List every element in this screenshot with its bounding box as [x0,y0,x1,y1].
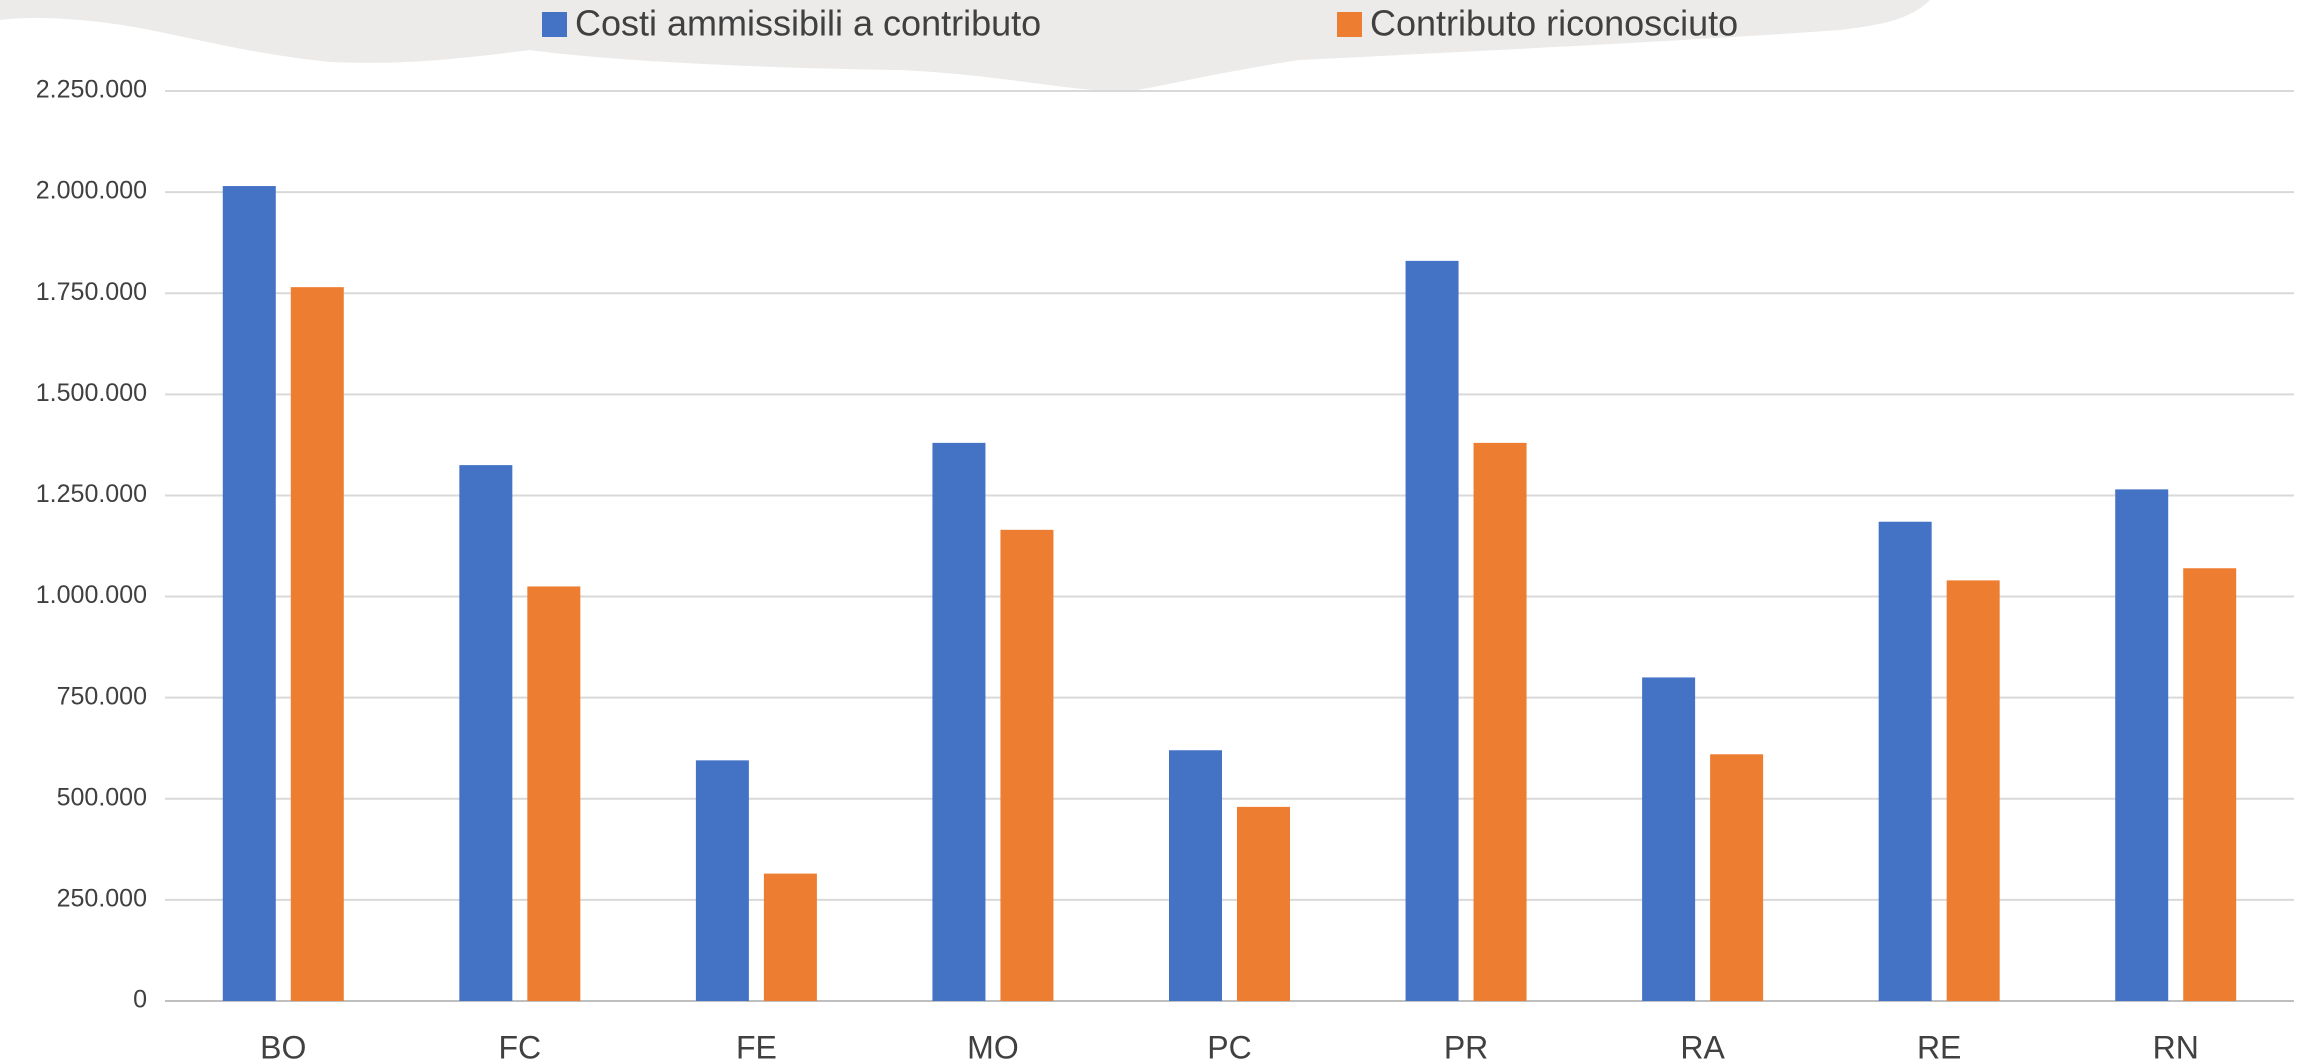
x-tick-label: FC [499,1029,542,1064]
torn-paper-background [0,0,1930,92]
y-tick-label: 2.250.000 [36,76,147,104]
x-tick-label: PC [1207,1029,1251,1064]
bar [1000,529,1054,1001]
y-tick-label: 750.000 [57,682,147,710]
bar [1169,750,1222,1001]
y-tick-label: 1.250.000 [36,480,147,508]
bar [763,873,817,1001]
bar [1237,806,1290,1001]
bar [1946,580,2000,1001]
x-tick-label: BO [260,1029,306,1064]
bar [1473,442,1527,1001]
y-tick-label: 2.000.000 [36,177,147,205]
x-tick-label: RA [1680,1029,1725,1064]
legend-swatch [1337,12,1362,37]
bar [1878,521,1932,1001]
bar [1642,677,1696,1001]
bar [932,442,986,1001]
x-tick-label: PR [1444,1029,1488,1064]
legend-swatch [542,12,567,37]
x-tick-label: RN [2153,1029,2199,1064]
y-tick-label: 500.000 [57,783,147,811]
bar [1405,260,1459,1001]
y-tick-label: 250.000 [57,884,147,912]
bar [527,586,581,1001]
y-tick-label: 1.500.000 [36,379,147,407]
bar [695,760,749,1001]
legend-label: Contributo riconosciuto [1370,3,1738,44]
bar [222,186,276,1002]
bar [2183,568,2237,1001]
bar [1710,754,1764,1001]
y-tick-label: 1.000.000 [36,581,147,609]
bar [459,465,513,1002]
bar [290,287,344,1002]
y-tick-label: 0 [133,986,147,1014]
x-tick-label: MO [967,1029,1019,1064]
x-tick-label: FE [736,1029,777,1064]
bar [2115,489,2169,1001]
x-tick-label: RE [1917,1029,1961,1064]
y-tick-label: 1.750.000 [36,278,147,306]
legend-label: Costi ammissibili a contributo [575,3,1041,44]
